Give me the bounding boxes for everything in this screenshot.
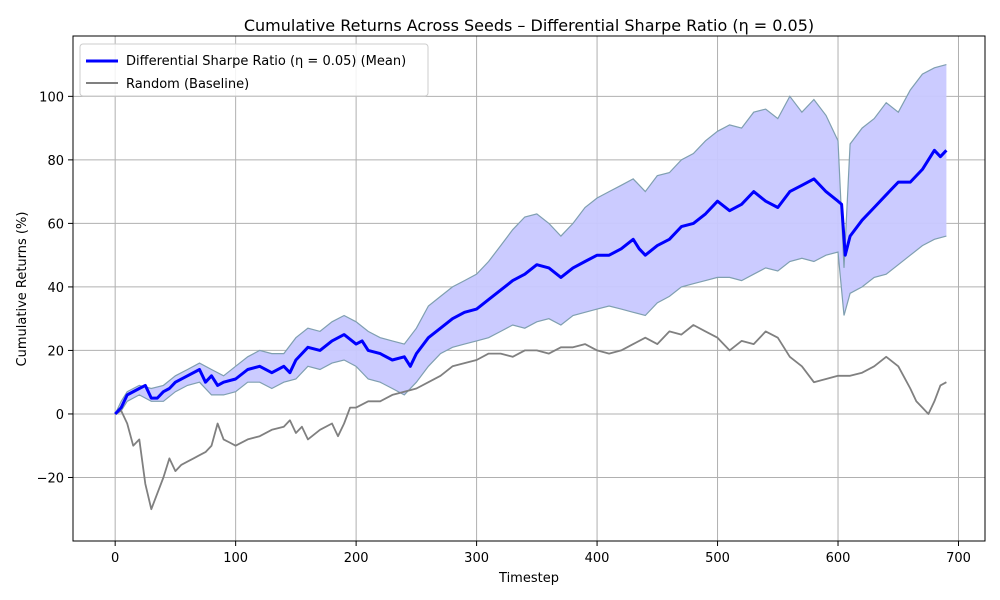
- x-tick-label: 500: [705, 551, 730, 566]
- x-tick-label: 100: [223, 551, 248, 566]
- confidence-band: [114, 64, 947, 415]
- x-tick-label: 700: [946, 551, 971, 566]
- legend-random-label: Random (Baseline): [126, 77, 249, 92]
- y-tick-label: 100: [39, 90, 64, 105]
- band-upper-edge: [114, 64, 947, 415]
- legend-box: [79, 43, 429, 97]
- y-tick-label: 40: [47, 281, 64, 296]
- y-tick-label: 60: [47, 217, 64, 232]
- x-axis-ticks: 0 100 200 300 400 500 600 700: [111, 541, 971, 566]
- y-tick-label: −20: [37, 471, 64, 486]
- y-axis-ticks: −20 0 20 40 60 80 100: [37, 90, 73, 486]
- x-axis-label: Timestep: [498, 571, 559, 586]
- band-area: [115, 64, 947, 414]
- series-lines: [114, 148, 948, 511]
- x-tick-label: 0: [111, 551, 119, 566]
- band-lower-edge: [114, 235, 947, 415]
- mean-line: [114, 148, 948, 416]
- x-tick-label: 300: [464, 551, 489, 566]
- y-tick-label: 0: [56, 408, 64, 423]
- y-axis-label: Cumulative Returns (%): [15, 212, 30, 367]
- x-tick-label: 200: [344, 551, 369, 566]
- x-tick-label: 400: [585, 551, 610, 566]
- x-tick-label: 600: [826, 551, 851, 566]
- plot-frame: [72, 35, 986, 542]
- legend: Differential Sharpe Ratio (η = 0.05) (Me…: [79, 43, 429, 97]
- random-baseline-line: [114, 324, 947, 511]
- legend-mean-label: Differential Sharpe Ratio (η = 0.05) (Me…: [126, 54, 406, 69]
- y-tick-label: 20: [47, 344, 64, 359]
- y-tick-label: 80: [47, 154, 64, 169]
- chart-title: Cumulative Returns Across Seeds – Differ…: [244, 16, 814, 35]
